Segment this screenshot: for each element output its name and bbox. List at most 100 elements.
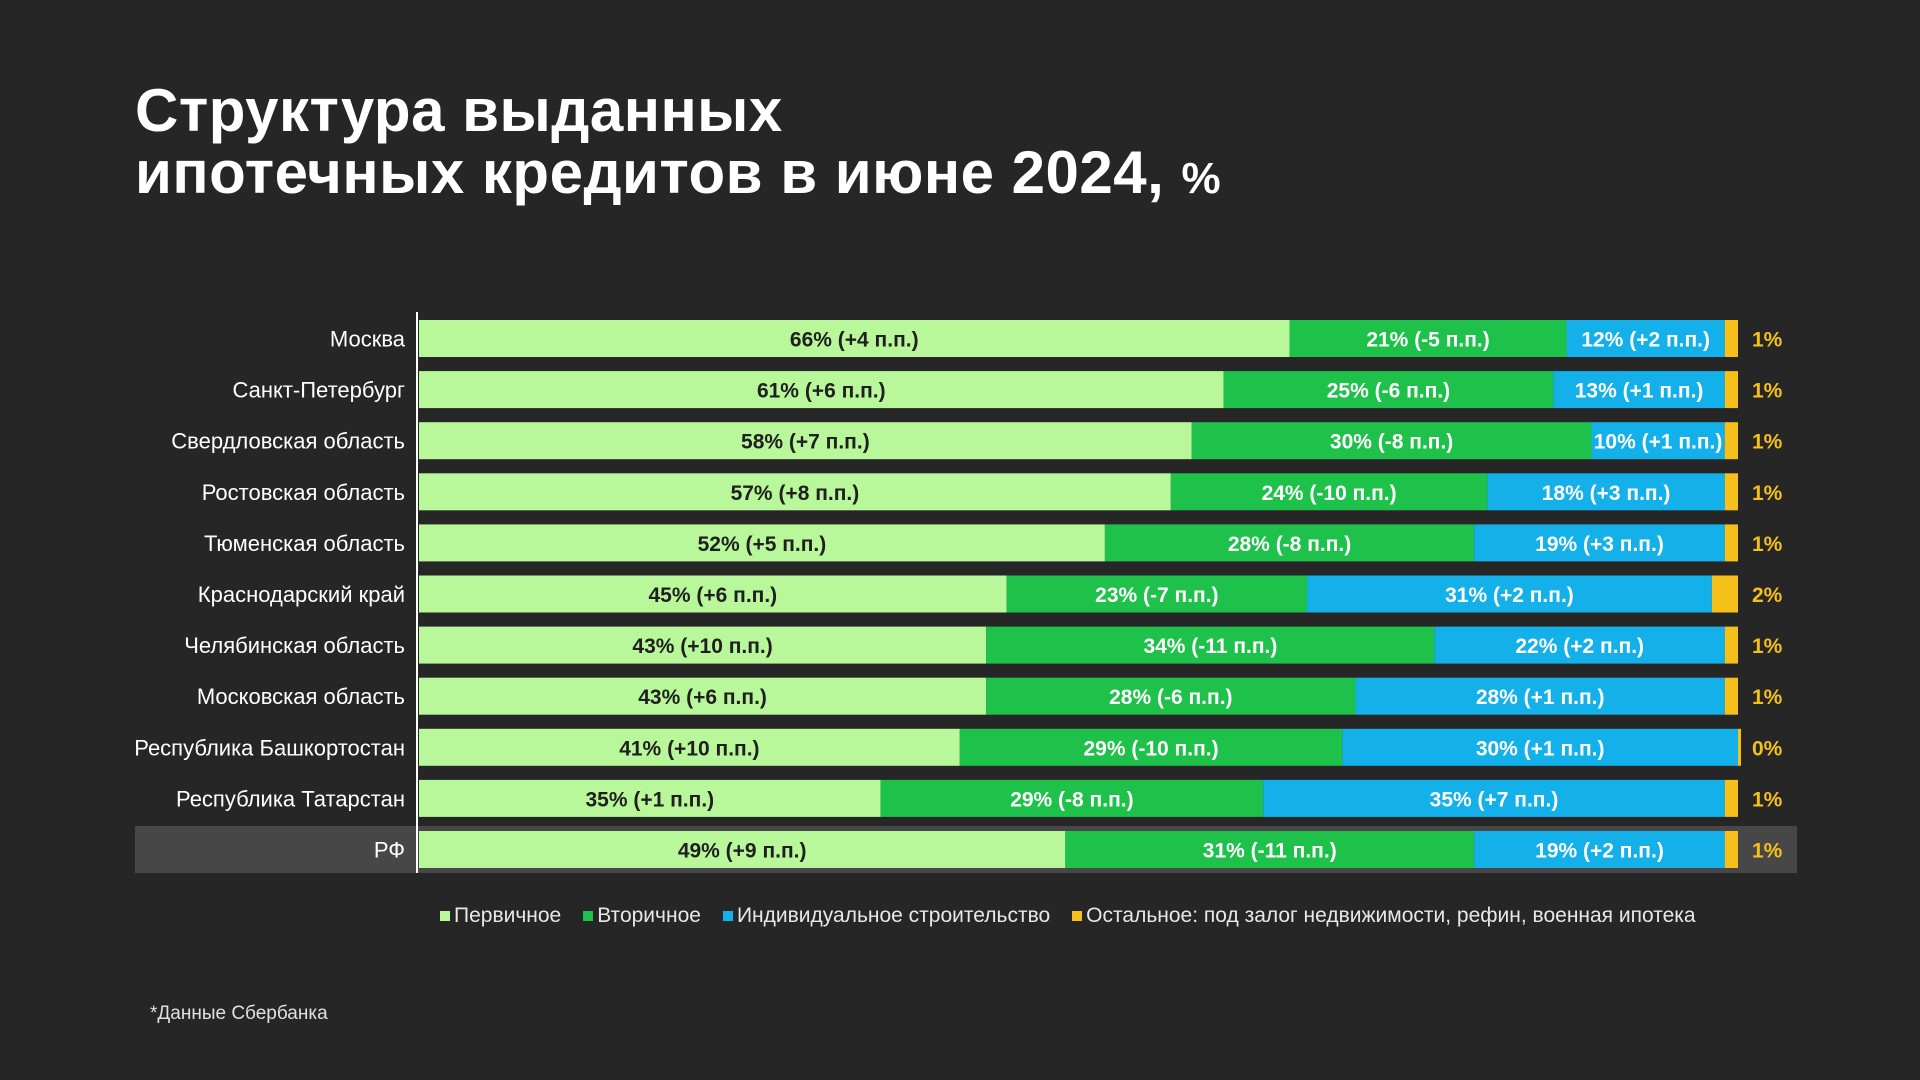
- bar-segment: [986, 626, 1435, 664]
- bar-segment: [1553, 371, 1725, 409]
- data-label: 23% (-7 п.п.): [1095, 584, 1218, 607]
- bar-segment: [419, 422, 1192, 460]
- legend-swatch: [583, 911, 594, 921]
- data-label: 41% (+10 п.п.): [619, 737, 759, 760]
- bar-segment: [1191, 422, 1592, 460]
- bar-segment: [986, 677, 1356, 715]
- bar-segment: [1342, 728, 1738, 766]
- bar-segment: [419, 677, 987, 715]
- data-label: 35% (+7 п.п.): [1430, 788, 1559, 811]
- legend-label: Вторичное: [597, 904, 701, 927]
- category-label: Республика Башкортостан: [134, 735, 405, 760]
- bar-segment: [419, 371, 1224, 409]
- bar-segment: [1355, 677, 1725, 715]
- data-label: 12% (+2 п.п.): [1581, 329, 1710, 352]
- bar-segment: [1434, 626, 1725, 664]
- category-label: Тюменская область: [204, 531, 405, 556]
- data-label: 28% (+1 п.п.): [1476, 686, 1605, 709]
- footnote: *Данные Сбербанка: [150, 1003, 328, 1024]
- category-label: Санкт-Петербург: [232, 378, 405, 403]
- chart-title-line2-wrap: ипотечных кредитов в июне 2024, %: [135, 142, 1221, 210]
- data-label: 35% (+1 п.п.): [585, 788, 714, 811]
- data-label: 34% (-11 п.п.): [1143, 635, 1277, 658]
- data-label: 30% (+1 п.п.): [1476, 737, 1605, 760]
- bar-segment: [419, 831, 1066, 868]
- data-label: 57% (+8 п.п.): [731, 482, 860, 505]
- bar-segment: [1104, 524, 1475, 562]
- data-label: 21% (-5 п.п.): [1366, 329, 1489, 352]
- data-label: 28% (-6 п.п.): [1109, 686, 1232, 709]
- chart-title-line2: ипотечных кредитов в июне 2024,: [135, 139, 1165, 206]
- data-label: 58% (+7 п.п.): [741, 431, 870, 454]
- bar-segment: [419, 626, 987, 664]
- data-label: 45% (+6 п.п.): [649, 584, 778, 607]
- legend-swatch: [440, 911, 450, 921]
- bar-segment: [1474, 831, 1725, 868]
- category-label: Ростовская область: [202, 480, 405, 505]
- legend-item: Вторичное: [583, 904, 701, 928]
- data-label: 1%: [1752, 431, 1783, 454]
- bar-segment: [1065, 831, 1475, 868]
- bar-segment: [1223, 371, 1554, 409]
- bar-segment: [1724, 473, 1738, 511]
- bar-segment: [1170, 473, 1488, 511]
- chart-title-line1: Структура выданных: [135, 77, 783, 144]
- chart-legend: Первичное Вторичное Индивидуальное строите…: [440, 904, 1840, 928]
- category-label: Свердловская область: [171, 429, 405, 454]
- data-label: 1%: [1752, 788, 1783, 811]
- data-label: 29% (-8 п.п.): [1010, 788, 1133, 811]
- data-label: 1%: [1752, 482, 1783, 505]
- chart-title-unit: %: [1181, 154, 1222, 203]
- legend-label: Первичное: [454, 904, 562, 927]
- data-label: 10% (+1 п.п.): [1594, 431, 1723, 454]
- bar-segment: [1263, 779, 1725, 817]
- data-label: 30% (-8 п.п.): [1330, 431, 1453, 454]
- bar-segment: [1724, 320, 1738, 357]
- data-label: 0%: [1752, 737, 1783, 760]
- category-label: Москва: [330, 327, 406, 352]
- bar-segment: [1711, 575, 1738, 613]
- bar-segment: [419, 779, 881, 817]
- bar-segment: [1307, 575, 1712, 613]
- category-label: Краснодарский край: [198, 582, 405, 607]
- bar-segment: [1474, 524, 1725, 562]
- bar-segment: [419, 728, 960, 766]
- legend-label: Индивидуальное строительство: [736, 904, 1051, 927]
- bar-segment: [419, 473, 1171, 511]
- data-label: 13% (+1 п.п.): [1575, 380, 1704, 403]
- bar-segment: [1724, 779, 1738, 817]
- legend-item: Индивидуальное строительство: [722, 904, 1051, 928]
- bar-segment: [1724, 626, 1738, 664]
- stacked-bar-chart: Москва 66% (+4 п.п.) 21% (-5 п.п.) 12% (+2 …: [134, 312, 1797, 873]
- data-label: 31% (-11 п.п.): [1203, 840, 1337, 863]
- bar-segment: [1289, 320, 1567, 357]
- bar-segment: [1566, 320, 1725, 357]
- data-label: 43% (+6 п.п.): [638, 686, 767, 709]
- data-label: 66% (+4 п.п.): [790, 329, 919, 352]
- data-label: 1%: [1752, 635, 1783, 658]
- bar-segment: [1591, 422, 1725, 460]
- data-label: 28% (-8 п.п.): [1228, 533, 1351, 556]
- category-label: Челябинская область: [184, 633, 405, 658]
- bar-segment: [1487, 473, 1725, 511]
- chart-title: Структура выданных ипотечных кредитов в …: [135, 80, 1221, 210]
- legend-item: Остальное: под залог недвижимости, рефин…: [1072, 904, 1696, 928]
- bar-segment: [1724, 831, 1738, 868]
- data-label: 1%: [1752, 329, 1783, 352]
- legend-swatch: [1072, 911, 1083, 921]
- data-label: 43% (+10 п.п.): [632, 635, 772, 658]
- data-label: 52% (+5 п.п.): [698, 533, 827, 556]
- legend-swatch: [722, 911, 733, 921]
- bar-segment: [1724, 371, 1738, 409]
- bar-segment: [1738, 728, 1741, 766]
- bar-segment: [1724, 422, 1738, 460]
- data-label: 19% (+3 п.п.): [1535, 533, 1664, 556]
- bar-segment: [1006, 575, 1308, 613]
- data-label: 22% (+2 п.п.): [1515, 635, 1644, 658]
- bar-segment: [419, 320, 1290, 357]
- bar-segment: [880, 779, 1264, 817]
- category-label: Московская область: [197, 684, 405, 709]
- bar-segment: [1724, 677, 1738, 715]
- data-label: 49% (+9 п.п.): [678, 840, 807, 863]
- data-label: 61% (+6 п.п.): [757, 380, 886, 403]
